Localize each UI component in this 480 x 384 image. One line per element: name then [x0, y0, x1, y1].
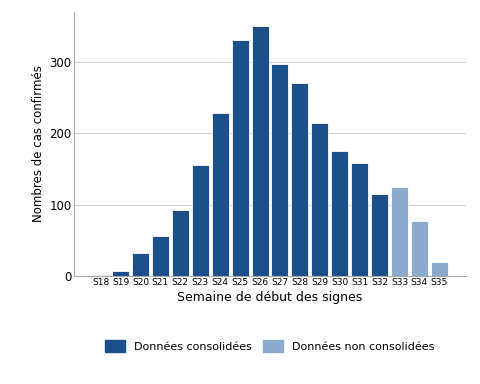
Bar — [411, 221, 428, 276]
Bar — [291, 83, 308, 276]
Legend: Données consolidées, Données non consolidées: Données consolidées, Données non consoli… — [106, 340, 434, 352]
Bar — [172, 210, 189, 276]
Bar — [192, 166, 209, 276]
Bar — [252, 26, 268, 276]
Bar — [391, 187, 408, 276]
X-axis label: Semaine de début des signes: Semaine de début des signes — [178, 291, 362, 304]
Bar — [232, 40, 249, 276]
Bar — [272, 64, 288, 276]
Y-axis label: Nombres de cas confirmés: Nombres de cas confirmés — [32, 66, 45, 222]
Bar — [212, 113, 228, 276]
Bar — [331, 151, 348, 276]
Bar — [152, 236, 169, 276]
Bar — [371, 194, 388, 276]
Bar — [431, 262, 448, 276]
Bar — [112, 271, 129, 276]
Bar — [92, 275, 109, 276]
Bar — [132, 253, 149, 276]
Bar — [312, 122, 328, 276]
Bar — [351, 163, 368, 276]
